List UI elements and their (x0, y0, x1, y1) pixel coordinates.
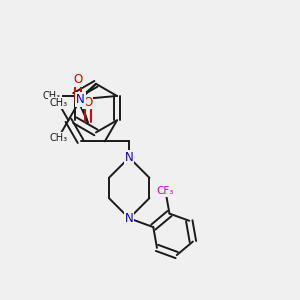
Text: CH₃: CH₃ (49, 98, 67, 108)
Text: CF₃: CF₃ (157, 186, 174, 196)
Text: CH₃: CH₃ (49, 133, 67, 143)
Text: N: N (125, 151, 134, 164)
Text: O: O (83, 95, 92, 109)
Text: N: N (125, 212, 134, 225)
Text: O: O (73, 73, 83, 86)
Text: CH₃: CH₃ (43, 91, 61, 101)
Text: N: N (76, 93, 85, 106)
